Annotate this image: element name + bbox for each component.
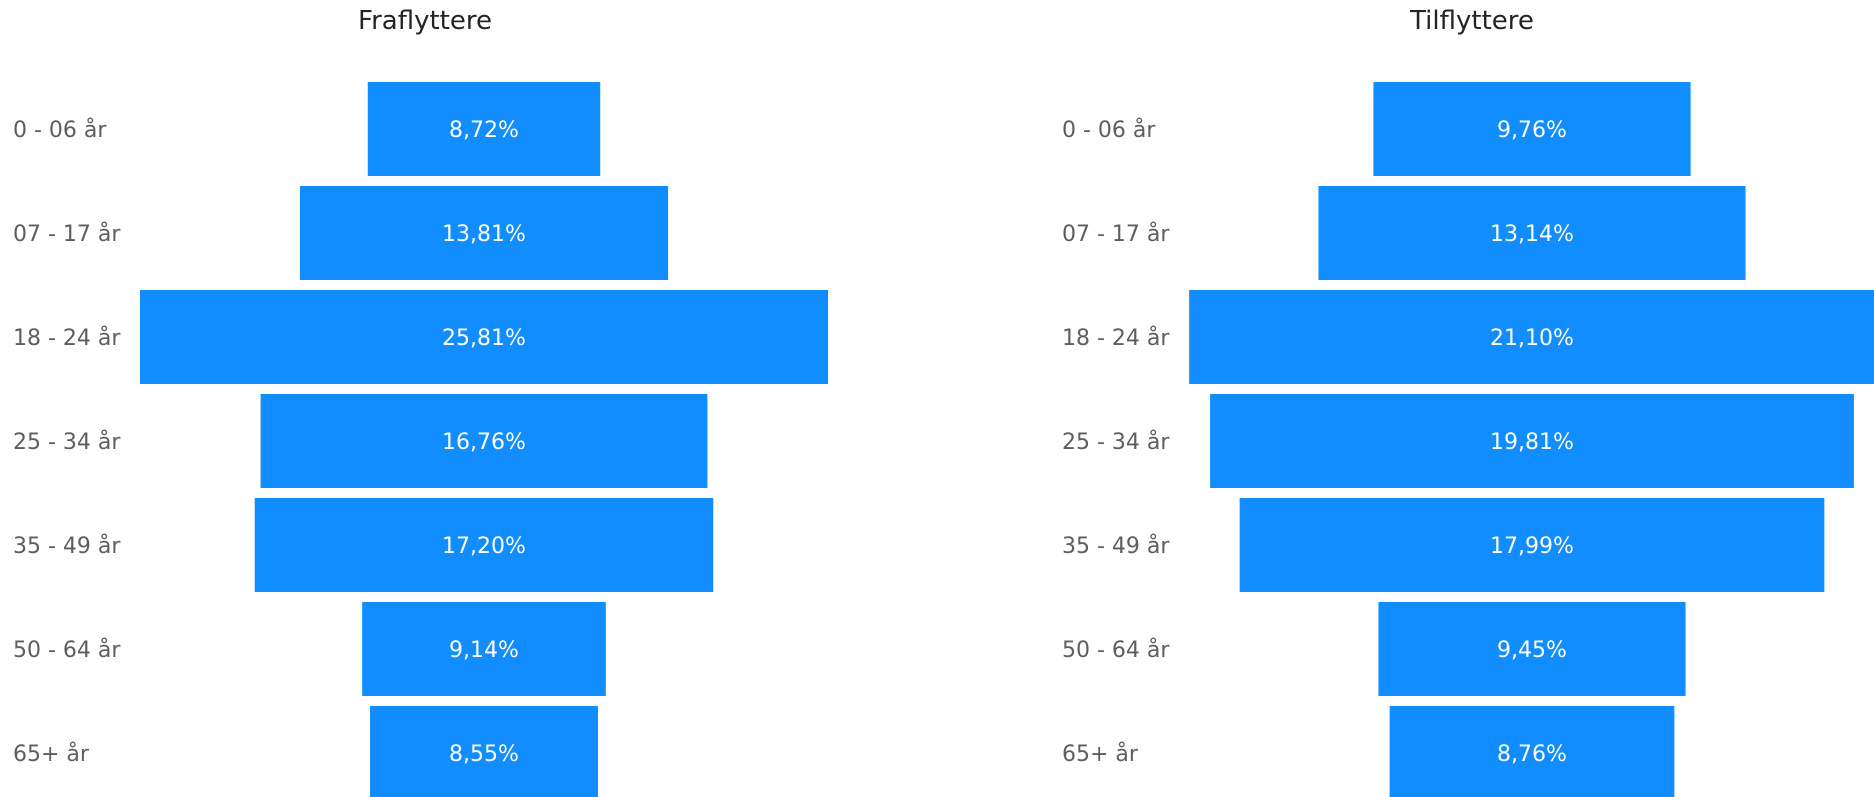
data-label: 9,45% <box>1497 638 1567 663</box>
data-label: 13,81% <box>442 222 526 247</box>
data-label: 8,72% <box>449 118 519 143</box>
category-label: 07 - 17 år <box>1062 221 1170 247</box>
data-label: 19,81% <box>1490 430 1574 455</box>
category-label: 07 - 17 år <box>13 221 121 247</box>
data-label: 13,14% <box>1490 222 1574 247</box>
funnel-bar[interactable] <box>1373 82 1691 176</box>
funnel-bar[interactable] <box>1378 602 1686 696</box>
funnel-bar[interactable] <box>299 186 669 280</box>
funnel-bar[interactable] <box>370 706 598 797</box>
category-label: 65+ år <box>13 741 90 767</box>
funnel-bar[interactable] <box>1189 290 1874 384</box>
chart-title: Tilflyttere <box>1410 6 1534 36</box>
data-label: 21,10% <box>1490 326 1574 351</box>
funnel-svg: 0 - 06 år 9,76% 07 - 17 år 13,14% 18 - 24 år… <box>1062 82 1874 797</box>
category-label: 0 - 06 år <box>13 117 107 143</box>
category-label: 50 - 64 år <box>13 637 121 663</box>
category-label: 18 - 24 år <box>1062 325 1170 351</box>
category-label: 18 - 24 år <box>13 325 121 351</box>
funnel-bar[interactable] <box>367 82 601 176</box>
funnel-bar[interactable] <box>139 290 829 384</box>
category-label: 25 - 34 år <box>1062 429 1170 455</box>
data-label: 17,20% <box>442 534 526 559</box>
chart-title: Fraflyttere <box>358 6 492 36</box>
funnel-bar[interactable] <box>254 498 714 592</box>
data-label: 25,81% <box>442 326 526 351</box>
category-label: 35 - 49 år <box>13 533 121 559</box>
funnel-bar[interactable] <box>362 602 606 696</box>
funnel-bar[interactable] <box>1239 498 1825 592</box>
chart-fraflyttere: Fraflyttere 0 - 06 år 8,72% 07 - 17 år 13,8… <box>0 0 900 797</box>
funnel-bar[interactable] <box>260 394 708 488</box>
funnel-svg: 0 - 06 år 8,72% 07 - 17 år 13,81% 18 - 24 år… <box>13 82 829 797</box>
category-label: 0 - 06 år <box>1062 117 1156 143</box>
category-label: 25 - 34 år <box>13 429 121 455</box>
chart-tilflyttere: Tilflyttere 0 - 06 år 9,76% 07 - 17 år 13,1… <box>1048 0 1874 797</box>
data-label: 9,14% <box>449 638 519 663</box>
category-label: 35 - 49 år <box>1062 533 1170 559</box>
category-label: 50 - 64 år <box>1062 637 1170 663</box>
data-label: 17,99% <box>1490 534 1574 559</box>
data-label: 16,76% <box>442 430 526 455</box>
data-label: 9,76% <box>1497 118 1567 143</box>
data-label: 8,55% <box>449 742 519 767</box>
data-label: 8,76% <box>1497 742 1567 767</box>
category-label: 65+ år <box>1062 741 1139 767</box>
funnel-bar[interactable] <box>1389 706 1675 797</box>
funnel-bar[interactable] <box>1318 186 1746 280</box>
funnel-bar[interactable] <box>1210 394 1854 488</box>
